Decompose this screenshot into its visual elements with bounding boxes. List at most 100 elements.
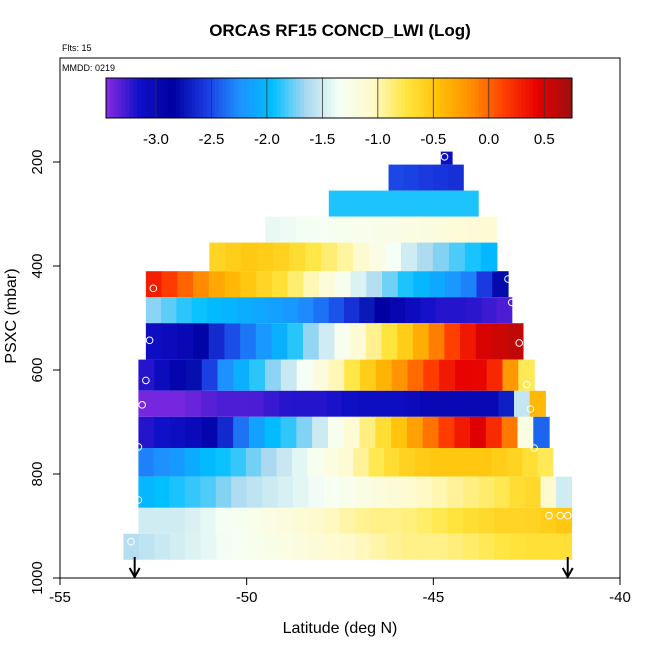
heatmap-cell	[360, 359, 377, 391]
heatmap-cell	[246, 507, 263, 534]
heatmap-cell	[283, 297, 299, 324]
heatmap-cell	[494, 507, 511, 534]
heatmap-cell	[385, 476, 402, 508]
heatmap-cell	[463, 190, 479, 217]
heatmap-cell	[169, 416, 187, 448]
colorbar-swatch	[288, 78, 293, 118]
heatmap-cell	[145, 323, 163, 360]
heatmap-cell	[233, 359, 250, 391]
heatmap-cell	[514, 390, 531, 417]
heatmap-cell	[494, 476, 511, 508]
colorbar-swatch	[502, 78, 507, 118]
colorbar-swatch	[140, 78, 146, 118]
x-tick-label: -40	[609, 589, 631, 606]
heatmap-cell	[405, 297, 421, 324]
heatmap-cell	[287, 271, 304, 298]
heatmap-cell	[327, 416, 345, 448]
heatmap-cell	[185, 390, 202, 417]
heatmap-cell	[467, 390, 484, 417]
heatmap-cell	[389, 297, 406, 324]
heatmap-cell	[312, 416, 329, 448]
heatmap-cell	[416, 507, 433, 534]
heatmap-cell	[312, 359, 329, 391]
heatmap-cell	[249, 359, 266, 391]
y-axis-label: PSXC (mbar)	[3, 268, 20, 363]
heatmap-cell	[310, 390, 327, 417]
colorbar-swatch	[498, 78, 503, 118]
colorbar-swatch	[358, 78, 363, 118]
heatmap-cell	[276, 448, 293, 477]
date-label: MMDD: 0219	[62, 63, 115, 73]
heatmap-cell	[277, 533, 294, 560]
heatmap-cell	[231, 507, 248, 534]
colorbar-swatch	[187, 78, 192, 118]
heatmap-cell	[354, 476, 371, 508]
heatmap-cell	[450, 297, 467, 324]
colorbar-swatch	[490, 78, 495, 118]
colorbar-tick-label: -1.5	[309, 131, 335, 148]
plot-frame	[59, 57, 621, 579]
heatmap-cell	[438, 416, 455, 448]
heatmap-cell	[209, 242, 226, 272]
heatmap-cell	[230, 448, 247, 477]
heatmap-cell	[289, 242, 306, 272]
heatmap-cell	[491, 448, 508, 477]
colorbar-swatch	[331, 78, 336, 118]
heatmap-cell	[432, 507, 449, 534]
colorbar-swatch	[405, 78, 410, 118]
colorbar-swatch	[420, 78, 425, 118]
colorbar-swatch	[443, 78, 449, 118]
heatmap-cell	[138, 416, 155, 448]
heatmap-cell	[200, 476, 217, 508]
colorbar-swatch	[339, 78, 344, 118]
heatmap-cell	[169, 476, 186, 508]
flight-marker	[526, 405, 535, 413]
heatmap-cell	[170, 359, 187, 391]
heatmap-cell	[305, 242, 322, 272]
heatmap-cell	[404, 216, 421, 243]
colorbar-swatch	[272, 78, 278, 118]
heatmap-cell	[215, 507, 232, 534]
heatmap-cell	[208, 323, 226, 360]
colorbar-swatch	[459, 78, 464, 118]
colorbar-swatch	[381, 78, 387, 118]
heatmap-cell	[206, 297, 223, 324]
heatmap-cell	[308, 533, 325, 560]
colorbar-swatch	[385, 78, 390, 118]
colorbar-swatch	[327, 78, 332, 118]
heatmap-cell	[161, 297, 177, 324]
colorbar-swatch	[222, 78, 227, 118]
heatmap-cell	[153, 476, 170, 508]
heatmap-cell	[463, 476, 480, 508]
heatmap-cell	[138, 507, 155, 534]
colorbar-swatch	[509, 78, 515, 118]
heatmap-cell	[293, 533, 310, 560]
heatmap-cell	[401, 476, 418, 508]
colorbar-swatch	[568, 78, 573, 118]
colorbar-swatch	[373, 78, 379, 118]
heatmap-cell	[475, 323, 493, 360]
heatmap-cell	[145, 297, 162, 324]
colorbar-swatch	[129, 78, 134, 118]
x-axis-label: Latitude (deg N)	[283, 620, 398, 637]
colorbar-swatch	[195, 78, 200, 118]
heatmap-cell	[439, 359, 456, 391]
heatmap-cell	[556, 533, 573, 560]
heatmap-cell	[448, 190, 464, 217]
heatmap-cell	[246, 476, 263, 508]
heatmap-cell	[279, 390, 296, 417]
heatmap-cell	[440, 151, 453, 165]
colorbar-swatch	[164, 78, 169, 118]
heatmap-cell	[492, 271, 509, 298]
arrow-icon	[128, 567, 141, 580]
colorbar-swatch	[148, 78, 154, 118]
colorbar-swatch	[537, 78, 542, 118]
heatmap-cell	[138, 533, 155, 560]
heatmap-cell	[169, 533, 186, 560]
heatmap-cell	[296, 216, 313, 243]
colorbar-swatch	[548, 78, 554, 118]
heatmap-cell	[145, 271, 163, 298]
heatmap-cell	[291, 448, 308, 477]
colorbar-swatch	[296, 78, 301, 118]
colorbar-swatch	[218, 78, 223, 118]
